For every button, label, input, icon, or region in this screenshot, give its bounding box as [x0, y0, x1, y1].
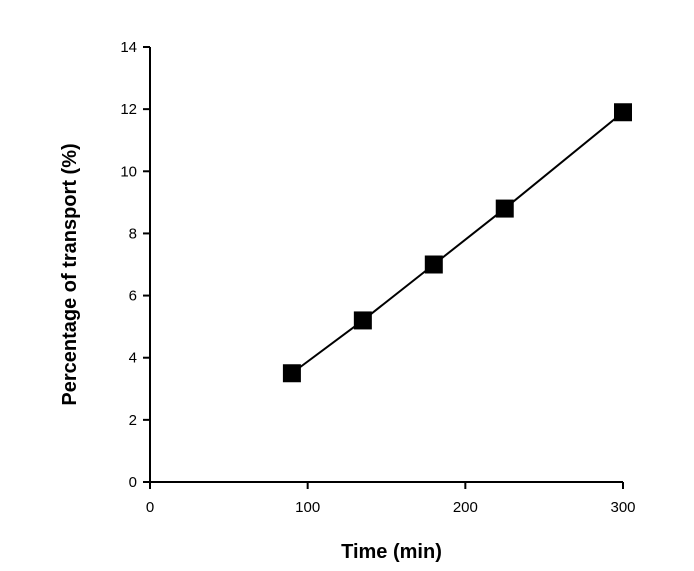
x-tick-label: 0 [146, 499, 154, 516]
y-tick-label: 8 [129, 225, 137, 242]
y-tick-label: 2 [129, 412, 137, 429]
data-point [282, 364, 301, 383]
x-tick-label: 300 [610, 499, 635, 516]
x-tick-label: 100 [295, 499, 320, 516]
series-line [291, 111, 624, 375]
y-tick-label: 6 [129, 288, 137, 305]
y-tick-label: 0 [129, 474, 137, 491]
x-tick-label: 200 [453, 499, 478, 516]
axes [149, 47, 623, 483]
y-axis-title: Percentage of transport (%) [59, 143, 81, 405]
data-series [282, 103, 632, 383]
y-tick-label: 4 [129, 350, 137, 367]
y-tick-label: 10 [120, 163, 137, 180]
y-tick-label: 14 [120, 39, 137, 56]
data-point [353, 311, 372, 330]
y-ticks: 0 2 4 6 8 10 12 14 [120, 39, 150, 491]
x-axis-title: Time (min) [341, 541, 442, 563]
data-point [495, 199, 514, 218]
data-point [424, 255, 443, 274]
y-tick-label: 12 [120, 101, 137, 118]
data-point [614, 103, 632, 122]
x-ticks: 0 100 200 300 [146, 482, 636, 516]
